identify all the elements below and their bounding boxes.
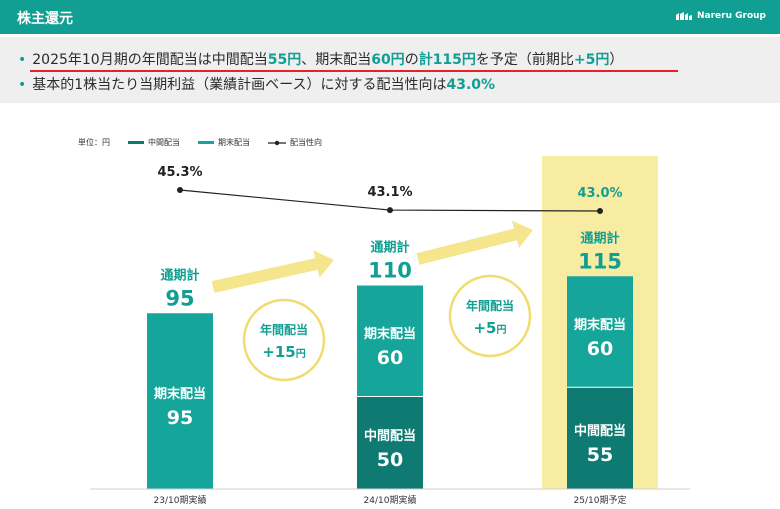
legend-label-payout-ratio: 配当性向 [290,138,322,147]
payout-ratio-label: 45.3% [157,165,202,180]
bar-interim [567,387,633,489]
increase-circle-1 [242,298,326,382]
summary-line-2: • 基本的1株当たり当期利益（業績計画ベース）に対する配当性向は43.0% [18,74,495,94]
category-label: 25/10期予定 [574,494,627,506]
payout-ratio-point [177,187,183,193]
total-label: 通期計 [580,230,619,246]
legend-swatch-payout-ratio [268,140,286,145]
segment-value: 50 [377,449,403,471]
increase-label: 年間配当 [466,298,514,313]
highlight-text: 60円 [371,52,405,68]
increase-value: +5円 [473,319,506,337]
slide-title: 株主還元 [17,11,73,27]
payout-ratio-label: 43.1% [367,185,412,200]
total-value: 115 [578,249,622,273]
increase-label: 年間配当 [260,322,308,337]
legend-swatch-interim [128,141,144,144]
category-label: 24/10期実績 [364,494,417,506]
segment-value: 95 [167,407,193,429]
segment-label: 期末配当 [154,386,206,402]
summary-text: の [404,52,419,68]
slide-header: 株主還元 Nareru Group [0,0,780,34]
summary-text: ） [609,52,624,68]
legend-swatch-year-end [198,141,214,144]
total-value: 95 [165,286,194,310]
legend-item-payout-ratio: 配当性向 [268,137,322,148]
bullet-icon: • [18,77,27,93]
segment-label: 中間配当 [574,423,626,439]
total-label: 通期計 [160,267,199,283]
bar-interim [357,396,423,489]
legend-label-year-end: 期末配当 [218,138,250,147]
highlight-text: 43.0% [446,77,496,93]
summary-text: を予定（前期比 [475,52,574,68]
highlight-text: 55円 [267,52,302,68]
increase-arrow-2 [416,220,533,265]
highlight-text: 計115円 [418,52,476,68]
payout-ratio-label: 43.0% [577,186,622,201]
unit-label: 単位：円 [78,138,110,147]
segment-value: 60 [377,347,403,369]
total-value: 110 [368,259,412,283]
increase-value: +15円 [262,343,305,361]
logo-icon [676,12,692,20]
increase-circle-2 [448,274,532,358]
chart-legend: 単位：円 中間配当 期末配当 配当性向 [78,137,322,148]
bullet-icon: • [18,52,27,68]
bar-year-end [357,285,423,397]
summary-text: 基本的1株当たり当期利益（業績計画ベース）に対する配当性向は [32,77,447,93]
category-label: 23/10期実績 [154,494,207,506]
summary-text: 2025年10月期の年間配当は中間配当 [32,52,268,68]
bar-year-end [567,276,633,388]
segment-label: 中間配当 [364,428,416,444]
highlight-text: +5円 [573,52,610,68]
legend-item-year-end: 期末配当 [198,137,250,148]
red-underline [30,70,678,72]
segment-value: 60 [587,338,613,360]
segment-label: 期末配当 [574,317,626,333]
payout-ratio-point [597,208,603,214]
bar-year-end [147,313,213,489]
segment-value: 55 [587,444,613,466]
summary-line-1: • 2025年10月期の年間配当は中間配当55円、期末配当60円の計115円を予定… [18,49,623,69]
total-label: 通期計 [370,240,409,256]
company-logo: Nareru Group [675,11,766,21]
summary-text: 、期末配当 [301,52,372,68]
increase-arrow-1 [211,250,334,293]
logo-text: Nareru Group [697,11,766,21]
segment-label: 期末配当 [364,326,416,342]
legend-label-interim: 中間配当 [148,138,180,147]
legend-item-interim: 中間配当 [128,137,180,148]
payout-ratio-point [387,207,393,214]
